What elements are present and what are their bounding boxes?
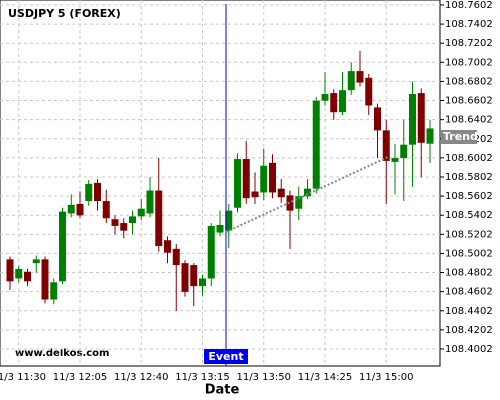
x-tick-label: 11/3 15:00 — [359, 372, 413, 383]
y-tick-label: 108.6602 — [445, 96, 493, 107]
y-tick-label: 108.4602 — [445, 287, 493, 298]
y-tick-label: 108.4402 — [445, 306, 493, 317]
candle-body — [391, 158, 399, 162]
candle-body — [164, 240, 171, 253]
candle-body — [94, 182, 101, 202]
x-tick-label: 11/3 14:25 — [298, 372, 352, 383]
y-tick-label: 108.5602 — [445, 191, 493, 202]
candle-body — [365, 77, 373, 106]
candle-body — [199, 278, 206, 287]
y-tick-label: 108.7402 — [445, 19, 493, 30]
candle-body — [225, 210, 233, 231]
candle-body — [295, 196, 303, 209]
candle-body — [286, 195, 294, 211]
candle-body — [347, 71, 355, 91]
event-label: Event — [208, 350, 243, 363]
y-tick-label: 108.6002 — [445, 153, 493, 164]
y-tick-label: 108.5402 — [445, 210, 493, 221]
candle-body — [102, 201, 110, 219]
candle-body — [417, 93, 425, 143]
y-tick-label: 108.7602 — [445, 0, 493, 11]
candle-body — [312, 100, 320, 189]
candle-body — [426, 128, 434, 144]
candle-body — [277, 188, 285, 198]
trend-line — [225, 156, 389, 233]
candle-body — [181, 263, 189, 292]
candle-body — [234, 159, 241, 208]
candle-body — [85, 183, 93, 202]
candle-body — [207, 225, 215, 279]
candle-body — [67, 204, 75, 214]
candle-body — [129, 216, 136, 224]
x-tick-label: 11/3 13:15 — [175, 372, 229, 383]
x-tick-label: 11/3 12:40 — [114, 372, 168, 383]
plot-area — [0, 0, 441, 367]
candle-body — [356, 71, 364, 83]
y-tick-label: 108.4002 — [445, 344, 493, 355]
candle-body — [137, 208, 145, 217]
candle-body — [76, 203, 84, 216]
y-tick-label: 108.5802 — [445, 172, 493, 183]
x-tick-label: 11/3 12:05 — [53, 372, 107, 383]
candle-body — [251, 191, 259, 198]
chart-title: USDJPY 5 (FOREX) — [8, 7, 121, 20]
y-tick-label: 108.5202 — [445, 229, 493, 240]
trend-label: Trend — [443, 130, 478, 143]
candle-body — [41, 259, 49, 300]
candle-body — [111, 219, 119, 226]
x-axis-title: Date — [205, 383, 240, 398]
y-tick-label: 108.6402 — [445, 115, 493, 126]
candle-body — [374, 107, 381, 131]
candle-body — [269, 162, 276, 193]
candle-body — [330, 93, 338, 113]
y-tick-label: 108.5002 — [445, 248, 493, 259]
candle-body — [6, 259, 14, 282]
candle-body — [382, 130, 390, 161]
y-tick-label: 108.4202 — [445, 325, 493, 336]
y-tick-label: 108.7002 — [445, 57, 493, 68]
watermark: www.delkos.com — [15, 348, 109, 359]
candle-body — [32, 259, 40, 264]
y-tick-label: 108.4802 — [445, 268, 493, 279]
event-label-box — [204, 349, 248, 364]
candle-body — [321, 94, 329, 101]
x-tick-label: 11/3 13:50 — [237, 372, 291, 383]
candle-body — [339, 90, 346, 113]
y-tick-label: 108.6802 — [445, 76, 493, 87]
x-tick-label: 11/3 11:30 — [0, 372, 46, 383]
y-tick-label: 108.7202 — [445, 38, 493, 49]
candle-body — [400, 144, 408, 159]
candle-body — [172, 248, 180, 266]
candle-body — [146, 190, 154, 214]
candle-body — [120, 223, 128, 231]
candle-body — [190, 265, 198, 287]
candle-body — [59, 211, 66, 282]
candle-body — [242, 159, 250, 199]
candle-body — [15, 268, 23, 279]
candle-body — [216, 224, 224, 233]
candle-body — [304, 188, 311, 197]
candle-body — [155, 190, 163, 246]
candle-body — [50, 282, 58, 300]
candle-body — [24, 271, 31, 282]
candle-body — [260, 165, 268, 193]
trend-label-box — [441, 130, 477, 144]
candle-body — [409, 94, 416, 145]
